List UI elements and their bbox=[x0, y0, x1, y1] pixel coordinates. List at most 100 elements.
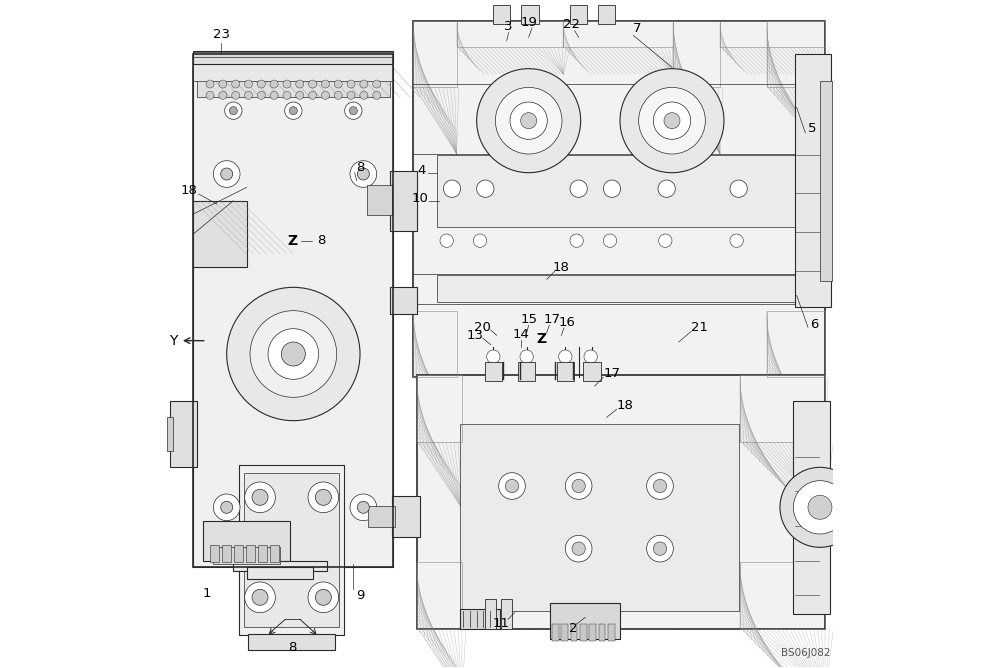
Bar bbox=[392, 496, 420, 537]
Text: 14: 14 bbox=[513, 327, 530, 341]
Circle shape bbox=[730, 180, 747, 197]
Circle shape bbox=[206, 80, 214, 88]
Text: 11: 11 bbox=[493, 617, 510, 631]
Text: Y: Y bbox=[169, 334, 178, 347]
Bar bbox=[203, 520, 290, 560]
Bar bbox=[413, 21, 457, 88]
Circle shape bbox=[285, 102, 302, 120]
Circle shape bbox=[559, 350, 572, 363]
Bar bbox=[561, 624, 568, 641]
Bar bbox=[193, 54, 393, 567]
Bar bbox=[598, 5, 615, 24]
Text: 22: 22 bbox=[563, 17, 580, 31]
Circle shape bbox=[213, 494, 240, 520]
Circle shape bbox=[639, 88, 705, 154]
Circle shape bbox=[244, 92, 252, 100]
Text: 19: 19 bbox=[520, 15, 537, 29]
Circle shape bbox=[308, 582, 339, 613]
Text: 3: 3 bbox=[504, 19, 513, 33]
Bar bbox=[460, 424, 739, 611]
Bar bbox=[234, 545, 243, 562]
Circle shape bbox=[206, 92, 214, 100]
Text: 4: 4 bbox=[417, 164, 426, 177]
Circle shape bbox=[653, 102, 691, 140]
Circle shape bbox=[296, 80, 304, 88]
Circle shape bbox=[252, 589, 268, 605]
Bar bbox=[457, 21, 563, 47]
Text: 8: 8 bbox=[288, 641, 296, 654]
Bar bbox=[437, 156, 802, 227]
Bar bbox=[197, 64, 390, 98]
Bar bbox=[193, 64, 393, 81]
Bar bbox=[820, 81, 832, 281]
Circle shape bbox=[270, 92, 278, 100]
Circle shape bbox=[658, 180, 675, 197]
Circle shape bbox=[653, 480, 667, 493]
Text: 1: 1 bbox=[202, 587, 211, 601]
Bar bbox=[501, 599, 512, 629]
Circle shape bbox=[281, 342, 305, 366]
Bar bbox=[193, 52, 393, 57]
Circle shape bbox=[213, 161, 240, 187]
Circle shape bbox=[227, 287, 360, 421]
Circle shape bbox=[730, 234, 743, 247]
Text: 23: 23 bbox=[213, 27, 230, 41]
Circle shape bbox=[603, 180, 621, 197]
Bar bbox=[767, 311, 825, 377]
Bar bbox=[740, 562, 825, 629]
Bar bbox=[248, 634, 335, 650]
Bar bbox=[521, 5, 539, 24]
Bar bbox=[417, 375, 462, 442]
Circle shape bbox=[510, 102, 547, 140]
Circle shape bbox=[360, 80, 368, 88]
Circle shape bbox=[219, 92, 227, 100]
Circle shape bbox=[250, 311, 337, 397]
Bar bbox=[213, 547, 280, 564]
Circle shape bbox=[477, 180, 494, 197]
Circle shape bbox=[780, 468, 860, 547]
Circle shape bbox=[219, 80, 227, 88]
Circle shape bbox=[315, 490, 331, 505]
Circle shape bbox=[570, 180, 587, 197]
Bar bbox=[417, 562, 462, 629]
Circle shape bbox=[473, 234, 487, 247]
Circle shape bbox=[349, 107, 357, 115]
Bar bbox=[608, 624, 615, 641]
Circle shape bbox=[283, 80, 291, 88]
Bar bbox=[167, 418, 173, 451]
Text: Z: Z bbox=[287, 234, 297, 248]
Circle shape bbox=[268, 329, 319, 379]
Circle shape bbox=[225, 102, 242, 120]
Text: 9: 9 bbox=[356, 589, 364, 602]
Bar bbox=[599, 624, 605, 641]
Circle shape bbox=[245, 482, 275, 512]
Text: 18: 18 bbox=[617, 399, 634, 413]
Circle shape bbox=[443, 180, 461, 197]
Bar bbox=[222, 545, 231, 562]
Text: Z: Z bbox=[536, 333, 546, 346]
Circle shape bbox=[499, 473, 525, 499]
Circle shape bbox=[308, 482, 339, 512]
Text: 2: 2 bbox=[569, 622, 578, 635]
Bar bbox=[571, 624, 577, 641]
Bar bbox=[247, 567, 313, 579]
Bar bbox=[390, 287, 417, 314]
Bar bbox=[740, 375, 825, 442]
Bar bbox=[485, 599, 496, 629]
Bar bbox=[413, 21, 825, 377]
Bar bbox=[460, 609, 500, 629]
Text: 8: 8 bbox=[356, 161, 364, 174]
Bar bbox=[367, 185, 392, 215]
Circle shape bbox=[572, 480, 585, 493]
Circle shape bbox=[245, 582, 275, 613]
Bar bbox=[767, 21, 825, 88]
Bar bbox=[244, 474, 339, 627]
Bar bbox=[493, 5, 510, 24]
Circle shape bbox=[487, 350, 500, 363]
Circle shape bbox=[321, 92, 329, 100]
Circle shape bbox=[495, 88, 562, 154]
Bar bbox=[368, 506, 395, 527]
Circle shape bbox=[603, 234, 617, 247]
Circle shape bbox=[347, 92, 355, 100]
Text: 5: 5 bbox=[808, 122, 816, 135]
